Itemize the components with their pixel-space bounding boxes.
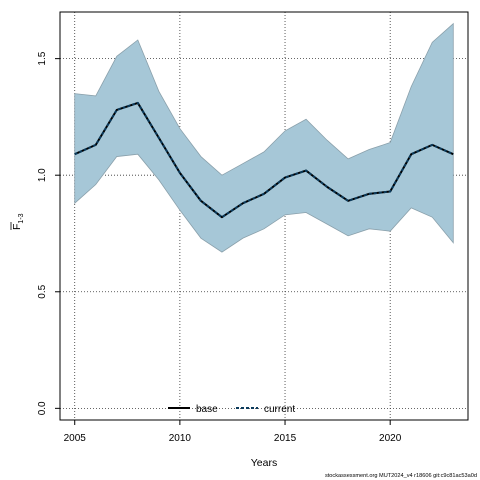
x-tick-label-2020: 2020 [379,433,402,444]
x-tick-label-2010: 2010 [169,433,192,444]
x-tick-label-2005: 2005 [64,433,87,444]
y-axis-title: F1-3 [10,213,25,230]
legend-label-base: base [196,404,218,415]
y-tick-label-2: 1.0 [37,168,48,182]
series-lines [74,101,454,219]
y-axis: 0.0 0.5 1.0 1.5 [37,51,60,415]
x-tick-label-2015: 2015 [274,433,297,444]
y-tick-label-3: 1.5 [37,51,48,65]
legend-label-current: current [264,404,295,415]
x-axis: 2005 2010 2015 2020 [64,420,402,444]
footer-watermark: stockassessment.org MUT2024_v4 r18606 gi… [325,473,477,479]
x-axis-title: Years [251,457,277,469]
svg-text:F1-3: F1-3 [11,213,25,230]
plot-frame [59,11,469,421]
y-axis-title-main: F [11,224,23,230]
y-tick-label-0: 0.0 [37,401,48,415]
series-line-current [74,101,454,219]
legend: base current [168,404,295,415]
y-tick-label-1: 0.5 [37,284,48,298]
confidence-band [74,22,454,253]
y-axis-title-subscript: 1-3 [18,213,25,223]
